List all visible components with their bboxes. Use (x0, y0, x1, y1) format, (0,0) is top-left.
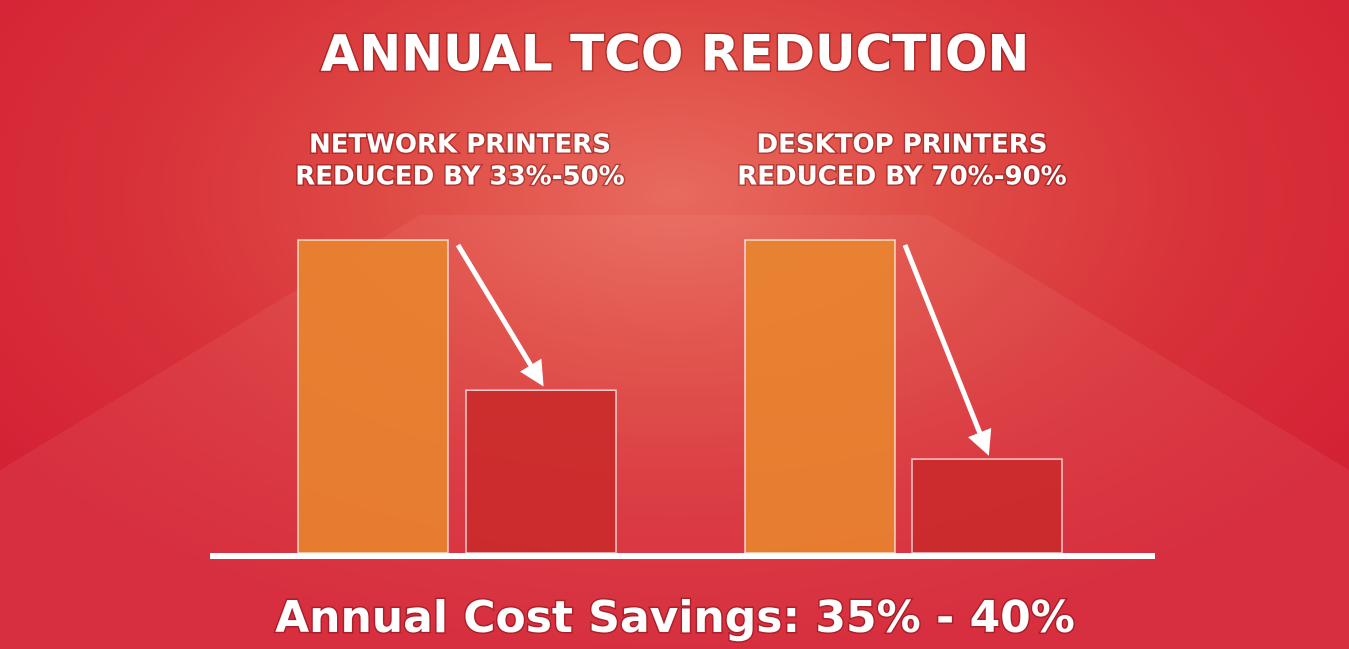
group-label: REDUCED BY 33%-50% (295, 162, 624, 192)
bar (912, 459, 1062, 553)
bar (298, 240, 448, 553)
group-label: DESKTOP PRINTERS (757, 130, 1048, 160)
bar (745, 240, 895, 553)
bar (466, 390, 616, 553)
chart-title: ANNUAL TCO REDUCTION (321, 25, 1030, 83)
table-shape (0, 215, 1349, 649)
chart: ANNUAL TCO REDUCTION Annual Cost Savings… (0, 0, 1349, 649)
group-label: NETWORK PRINTERS (309, 130, 611, 160)
footer-summary: Annual Cost Savings: 35% - 40% (275, 592, 1075, 643)
infographic: ANNUAL TCO REDUCTION Annual Cost Savings… (0, 0, 1349, 649)
group-label: REDUCED BY 70%-90% (737, 162, 1066, 192)
